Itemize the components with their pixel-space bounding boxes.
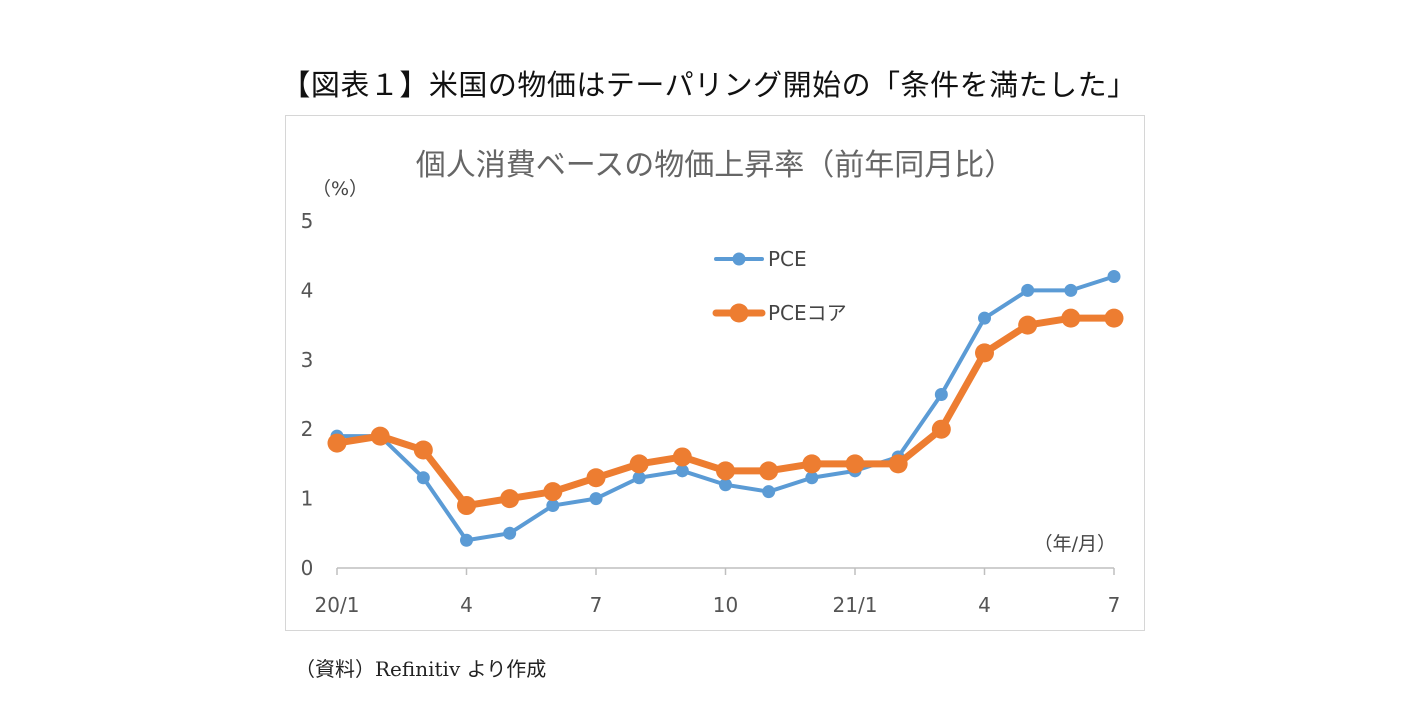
- data-point: [675, 464, 689, 478]
- data-point: [457, 496, 476, 516]
- x-tick-label: 7: [1108, 593, 1121, 617]
- data-point: [460, 533, 473, 547]
- data-point: [500, 489, 520, 509]
- data-point: [672, 447, 692, 467]
- y-axis-unit-label: （%）: [312, 178, 369, 200]
- data-point: [327, 433, 347, 453]
- legend-swatch-marker: [732, 252, 746, 266]
- x-tick-label: 21/1: [833, 593, 878, 617]
- data-point: [543, 482, 563, 502]
- data-point: [589, 492, 603, 506]
- chart-title: 個人消費ベースの物価上昇率（前年同月比）: [415, 148, 1015, 183]
- data-point: [1064, 283, 1078, 297]
- data-point: [1061, 308, 1081, 328]
- source-note: （資料）Refinitiv より作成: [295, 657, 547, 681]
- data-point: [762, 485, 776, 499]
- data-point: [805, 471, 819, 485]
- x-tick-label: 20/1: [315, 593, 360, 617]
- data-point: [503, 526, 517, 540]
- data-point: [934, 388, 948, 401]
- data-point: [931, 419, 951, 439]
- chart-frame: 個人消費ベースの物価上昇率（前年同月比） （%） （年/月） 20/1 4 7 10 2…: [285, 115, 1145, 631]
- legend-swatch-marker: [729, 303, 749, 323]
- y-tick-label: 2: [301, 417, 314, 441]
- data-point: [1021, 283, 1035, 297]
- data-point: [586, 468, 606, 488]
- legend-label: PCE: [768, 247, 807, 271]
- data-point: [716, 461, 735, 481]
- data-point: [370, 426, 390, 446]
- line-chart: 20/1 4 7 10 21/1 4 7 0 1 2 3 4 5 PCE PCEコア: [301, 209, 1124, 617]
- x-tick-label: 7: [590, 593, 603, 617]
- y-tick-label: 1: [301, 487, 314, 511]
- data-point: [632, 471, 646, 485]
- data-point: [1107, 270, 1121, 284]
- x-tick-label: 10: [713, 593, 738, 617]
- data-point: [978, 311, 991, 325]
- x-tick-label: 4: [460, 593, 473, 617]
- y-tick-label: 3: [301, 348, 314, 372]
- data-point: [759, 461, 779, 481]
- data-point: [845, 454, 865, 474]
- figure-title: 【図表１】米国の物価はテーパリング開始の「条件を満たした」: [281, 68, 1137, 102]
- y-tick-label: 4: [301, 278, 314, 302]
- x-tick-label: 4: [978, 593, 991, 617]
- data-point: [719, 478, 732, 492]
- data-point: [629, 454, 649, 474]
- y-tick-label: 0: [301, 556, 314, 580]
- data-point: [1104, 308, 1124, 328]
- data-point: [413, 440, 433, 460]
- data-point: [975, 343, 994, 363]
- y-tick-label: 5: [301, 209, 314, 233]
- data-point: [1018, 315, 1038, 335]
- data-point: [546, 499, 560, 513]
- legend-label: PCEコア: [768, 301, 847, 325]
- data-point: [888, 454, 908, 474]
- x-axis-unit-label: （年/月）: [1033, 533, 1116, 555]
- data-point: [416, 471, 430, 485]
- data-point: [802, 454, 822, 474]
